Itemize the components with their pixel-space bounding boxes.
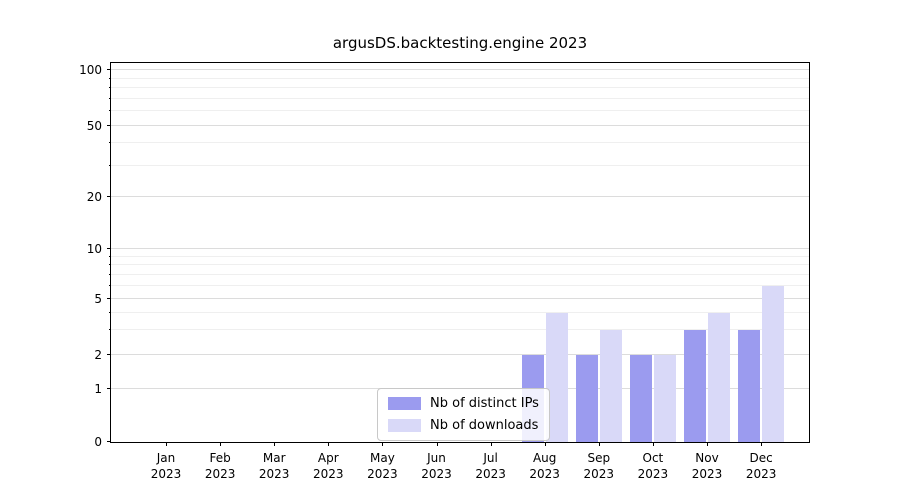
y-tick-label: 50 [86,119,102,133]
legend-item-downloads: Nb of downloads [388,418,539,433]
y-minor-tick [109,329,111,331]
bar-distinct-ips-sep [575,355,598,442]
x-tick-label: Mar 2023 [258,451,290,481]
gridline-minor [111,110,809,112]
y-tick [107,388,111,389]
y-minor-tick [109,87,111,89]
bar-downloads-sep [599,330,622,442]
y-tick-label: 20 [86,190,102,204]
x-tick-label: Sep 2023 [583,451,615,481]
gridline-major [111,298,809,299]
x-tick-label: Jan 2023 [150,451,182,481]
y-tick [107,196,111,197]
y-tick-label: 100 [79,63,102,77]
x-tick [652,442,654,446]
y-tick-label: 10 [86,242,102,256]
x-tick-label: Jul 2023 [475,451,506,481]
y-tick [107,354,111,355]
bar-downloads-oct [653,355,676,442]
x-tick [544,442,546,446]
y-minor-tick [109,255,111,257]
y-minor-tick [109,284,111,286]
y-minor-tick [109,264,111,266]
gridline-major [111,125,809,126]
x-tick-label: Dec 2023 [745,451,777,481]
gridline-minor [111,142,809,144]
chart-title: argusDS.backtesting.engine 2023 [332,34,588,52]
y-tick [107,441,111,442]
gridline-minor [111,77,809,79]
gridline-minor [111,97,809,99]
x-tick [707,442,708,446]
legend-label-distinct-ips: Nb of distinct IPs [430,396,539,411]
legend-swatch-distinct-ips [388,397,421,410]
y-tick-label: 1 [94,382,102,396]
y-minor-tick [109,110,111,112]
bar-distinct-ips-oct [629,355,652,442]
y-tick-label: 2 [94,348,102,362]
x-tick [328,442,330,446]
y-tick-label: 0 [94,435,102,449]
x-tick-label: Feb 2023 [204,451,236,481]
y-minor-tick [109,164,111,166]
gridline-minor [111,87,809,89]
gridline-major [111,196,809,197]
y-minor-tick [109,311,111,313]
x-tick [761,442,763,446]
plot-area: 0 1 2 5 10 20 50 100 Jan 2023 Feb 2023 Mar 2023 Apr 202… [79,62,810,481]
x-tick-label: Oct 2023 [637,451,669,481]
bar-downloads-dec [762,285,785,442]
y-tick [107,125,111,126]
x-tick [382,442,384,446]
y-tick [107,248,111,249]
y-tick [107,298,111,299]
bar-downloads-nov [708,312,730,442]
x-tick [166,442,167,446]
bar-distinct-ips-nov [684,330,706,442]
y-minor-tick [109,77,111,79]
y-tick-label: 5 [94,292,102,306]
gridline-minor [111,273,809,275]
y-minor-tick [109,97,111,99]
gridline-minor [111,311,809,313]
legend-label-downloads: Nb of downloads [430,418,539,433]
x-tick-label: Apr 2023 [313,451,344,481]
gridline-minor [111,255,809,257]
gridline-major [111,69,809,70]
x-tick [598,442,600,446]
bar-downloads-aug [545,312,568,442]
x-tick [436,442,438,446]
bar-distinct-ips-dec [738,330,761,442]
x-tick-label: Jun 2023 [421,451,452,481]
y-minor-tick [109,142,111,144]
gridline-major [111,248,809,249]
legend-item-distinct-ips: Nb of distinct IPs [388,396,539,411]
x-tick [490,442,492,446]
gridline-minor [111,264,809,266]
legend-swatch-downloads [388,419,421,432]
y-minor-tick [109,273,111,275]
x-tick-label: Nov 2023 [691,451,723,481]
gridline-minor [111,164,809,166]
x-tick-label: Aug 2023 [529,451,560,481]
gridline-minor [111,284,809,286]
x-tick [220,442,222,446]
x-tick [274,442,276,446]
x-tick-label: May 2023 [367,451,398,481]
y-tick [107,69,111,70]
legend: Nb of distinct IPs Nb of downloads [377,388,550,441]
